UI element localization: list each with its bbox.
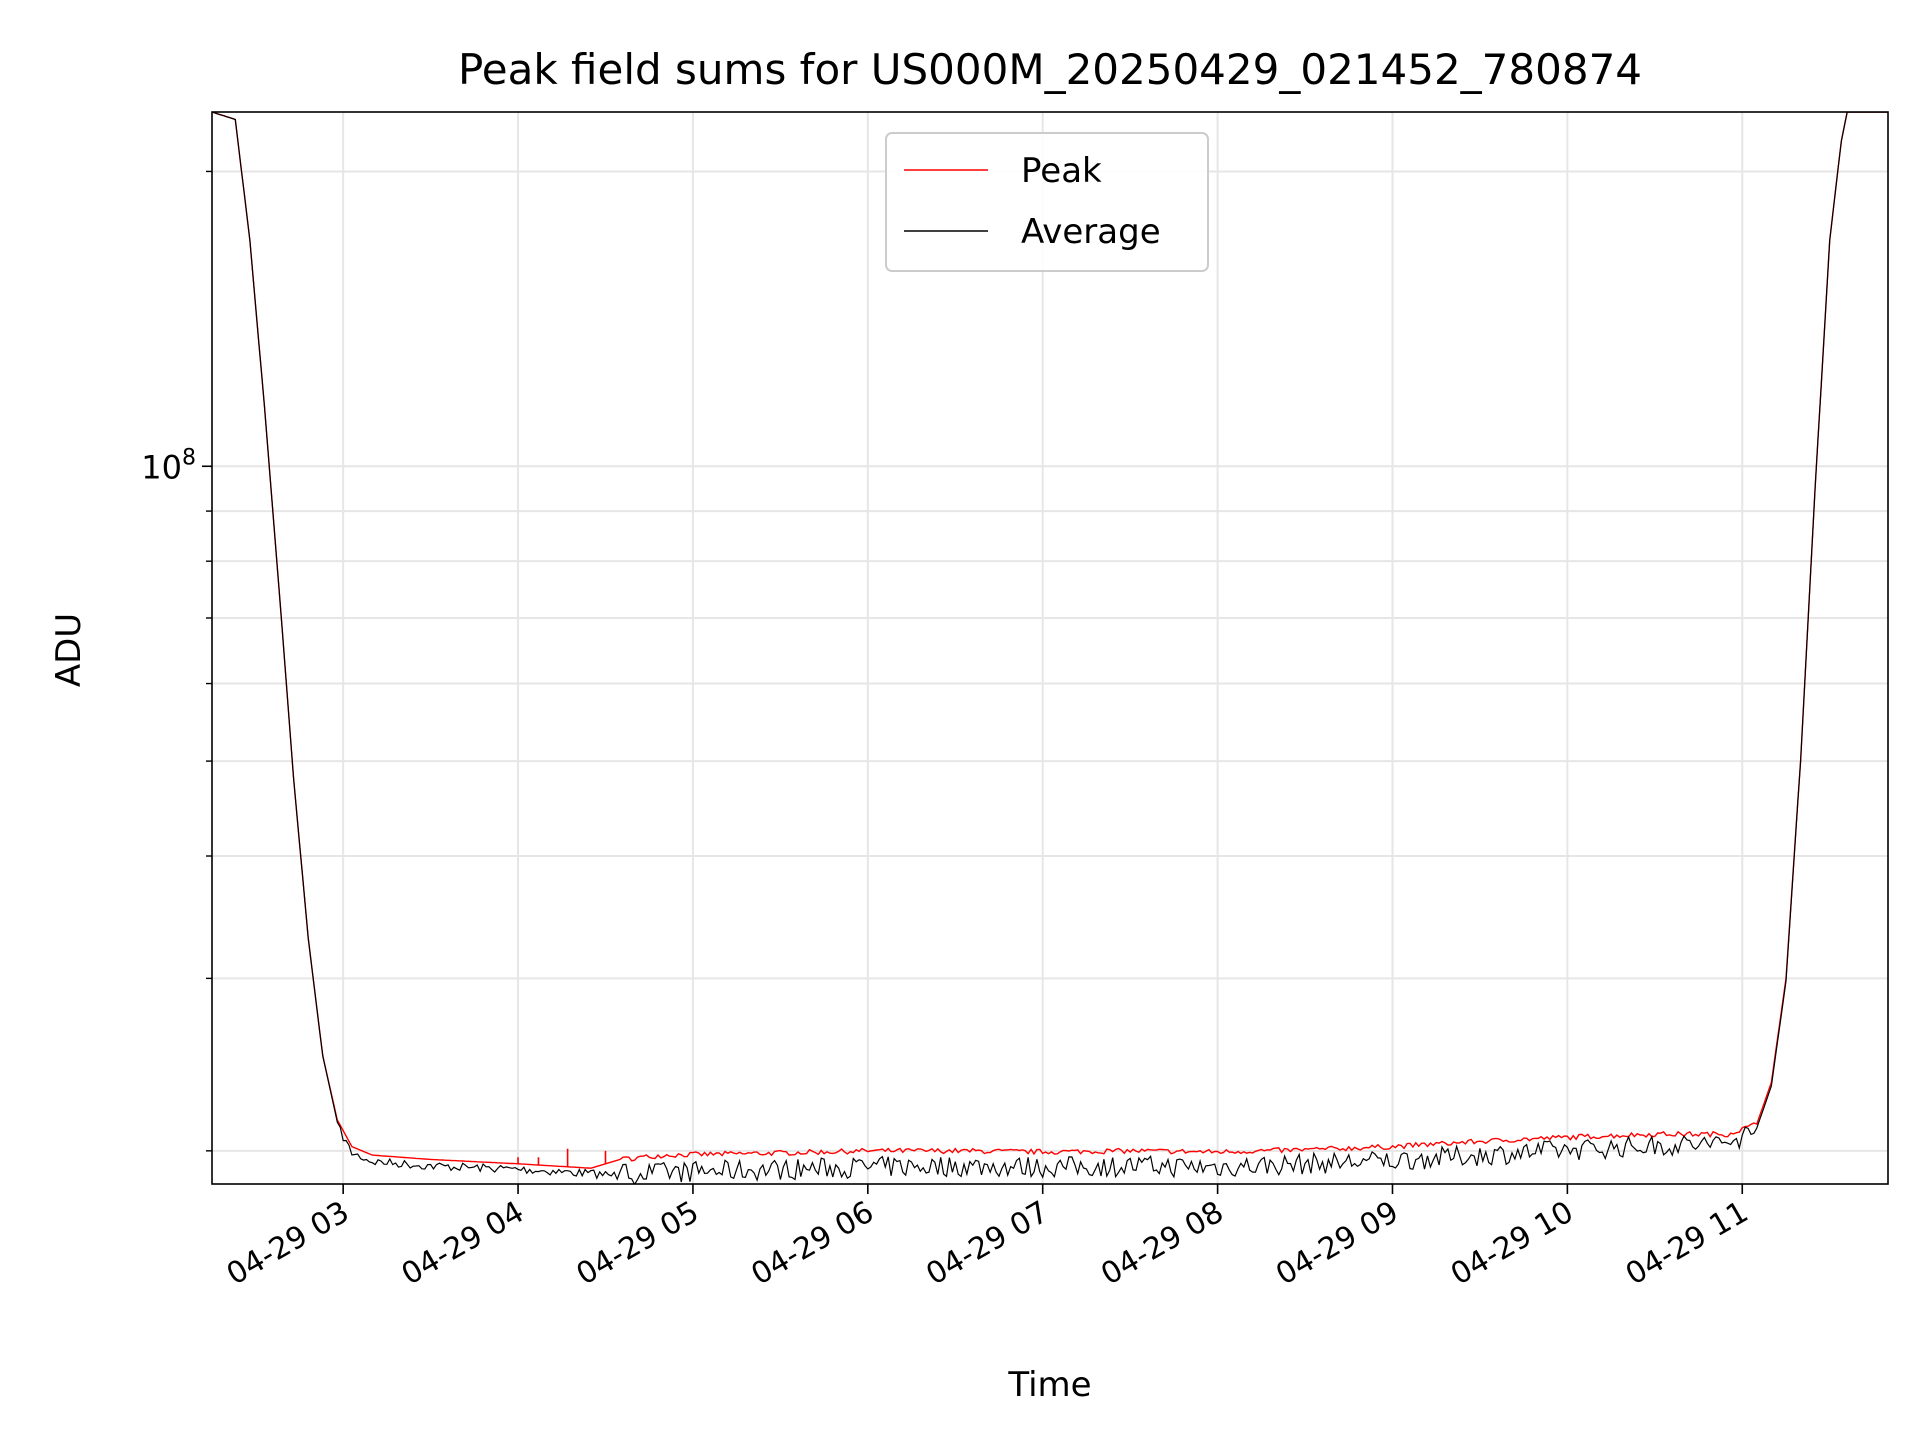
series-peak-line: [212, 112, 1888, 1169]
grid: [212, 112, 1888, 1184]
y-axis-label: ADU: [49, 613, 89, 687]
legend-box: [885, 132, 1209, 272]
x-axis-label: Time: [1007, 1365, 1091, 1405]
plot-frame: [211, 111, 1889, 1185]
chart-title: Peak field sums for US000M_20250429_0214…: [458, 45, 1642, 94]
y-tick-label: 108: [141, 445, 196, 486]
legend: Peak Average: [885, 132, 1209, 272]
legend-average-label: Average: [1021, 212, 1161, 252]
plot-area: [212, 112, 1888, 1184]
series-average-line: [212, 112, 1888, 1184]
legend-peak-label: Peak: [1021, 151, 1102, 191]
series-layer: [212, 112, 1888, 1184]
